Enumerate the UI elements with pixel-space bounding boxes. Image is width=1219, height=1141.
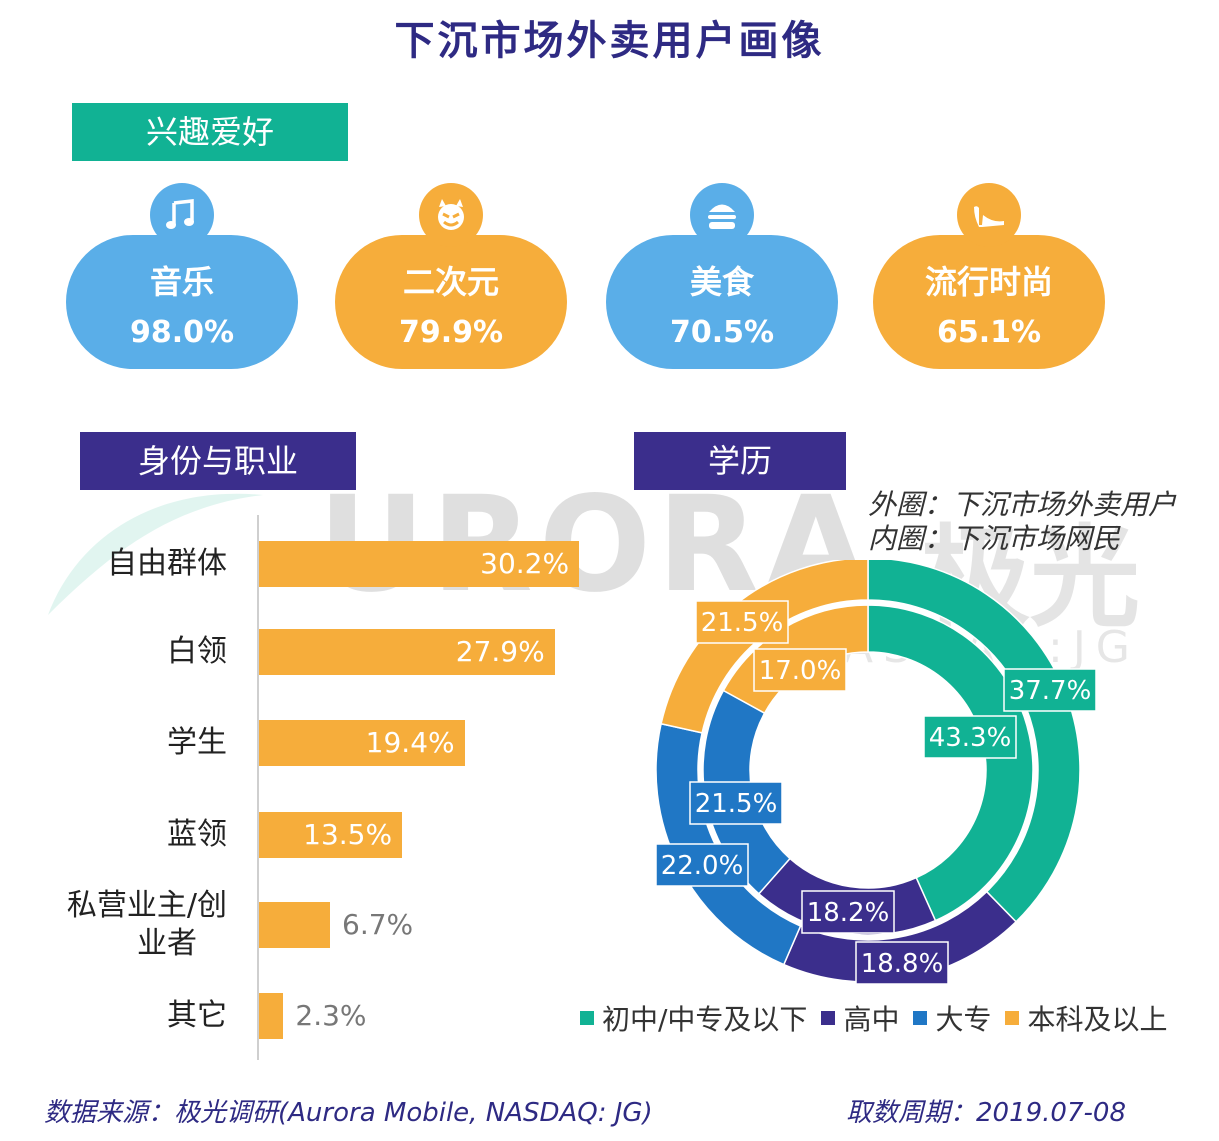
interest-label: 美食 [689, 263, 754, 301]
interest-blob-anime: 二次元 79.9% [335, 235, 567, 369]
interest-value: 98.0% [129, 315, 235, 350]
bar [259, 993, 284, 1039]
legend-label: 本科及以上 [1027, 1003, 1168, 1036]
bar [259, 902, 331, 948]
donut-label-text: 18.2% [807, 898, 890, 928]
donut-value-label: 22.0% [655, 843, 749, 887]
donut-slice-inner [867, 604, 1034, 922]
donut-value-label: 43.3% [923, 715, 1017, 759]
section-label-education: 学历 [634, 432, 846, 490]
interest-blob-fashion: 流行时尚 65.1% [873, 235, 1105, 369]
interest-blob-music: 音乐 98.0% [66, 235, 298, 369]
donut-value-label: 21.5% [695, 600, 789, 644]
burger-icon [708, 204, 736, 229]
legend-label: 大专 [935, 1003, 992, 1036]
legend-item: 高中 [819, 1003, 899, 1036]
interest-blob-food: 美食 70.5% [606, 235, 838, 369]
devil-face-icon [438, 199, 464, 230]
music-note-icon [166, 199, 194, 229]
interest-value: 79.9% [398, 315, 504, 350]
legend-swatch [913, 1011, 928, 1025]
high-heel-icon [974, 206, 1004, 227]
interest-bubble-anime [419, 183, 483, 247]
bar-category-label: 蓝领 [167, 817, 227, 852]
donut-value-label: 37.7% [1003, 668, 1097, 712]
donut-outer-note: 外圈：下沉市场外卖用户 [868, 488, 1177, 521]
interest-value: 65.1% [936, 315, 1042, 350]
page-title: 下沉市场外卖用户画像 [394, 18, 825, 64]
bar-value-label: 6.7% [342, 908, 414, 941]
bar [259, 629, 555, 675]
legend-label: 初中/中专及以下 [602, 1003, 808, 1036]
bar-category-label: 学生 [167, 725, 227, 760]
interest-bubble-food [690, 183, 754, 247]
donut-inner-note: 内圈：下沉市场网民 [868, 522, 1121, 555]
bar-category-label: 其它 [167, 998, 227, 1033]
donut-value-label: 18.2% [801, 890, 895, 934]
donut-label-text: 37.7% [1009, 676, 1092, 706]
donut-label-box [655, 843, 749, 887]
bar [259, 541, 580, 587]
bar-value-label: 30.2% [480, 547, 570, 580]
donut-label-box [1003, 668, 1097, 712]
legend-swatch [1005, 1011, 1020, 1025]
bar-value-label: 27.9% [455, 635, 545, 668]
education-donut-chart: 37.7% 18.8% 22.0% 21.5% 43.3% 18.2% 21.5% 17.0% [655, 560, 1097, 985]
donut-legend: 初中/中专及以下 高中 大专 本科及以上 [578, 998, 1179, 1038]
bar-category-label: 白领 [167, 634, 227, 669]
bar-value-label: 2.3% [295, 999, 367, 1032]
donut-label-text: 22.0% [661, 851, 744, 881]
interest-bubble-fashion [957, 183, 1021, 247]
donut-label-text: 17.0% [759, 656, 842, 686]
footer-period: 取数周期：2019.07-08 [846, 1098, 1126, 1128]
bar-value-label: 13.5% [303, 818, 393, 851]
bar-category-label: 私营业主/创 业者 [66, 888, 227, 961]
interest-bubble-music [150, 183, 214, 247]
donut-label-box [923, 715, 1017, 759]
aurora-swoosh-watermark-icon [48, 493, 263, 615]
legend-item: 本科及以上 [1003, 1003, 1167, 1036]
donut-label-box [695, 600, 789, 644]
donut-value-label: 18.8% [855, 941, 949, 985]
section-label-identity: 身份与职业 [80, 432, 356, 490]
legend-item: 初中/中专及以下 [578, 1003, 807, 1036]
donut-label-text: 43.3% [929, 723, 1012, 753]
donut-label-text: 21.5% [701, 608, 784, 638]
interest-label: 二次元 [402, 263, 499, 301]
section-label-interests: 兴趣爱好 [72, 103, 348, 161]
donut-label-text: 18.8% [861, 949, 944, 979]
bar [259, 720, 465, 766]
interest-label: 音乐 [149, 263, 214, 301]
donut-label-box [753, 648, 847, 692]
donut-value-label: 21.5% [689, 781, 783, 825]
donut-label-box [689, 781, 783, 825]
legend-label: 高中 [843, 1003, 900, 1036]
footer-source: 数据来源：极光调研(Aurora Mobile, NASDAQ: JG) [44, 1098, 653, 1128]
interest-value: 70.5% [669, 315, 775, 350]
legend-swatch [580, 1011, 594, 1025]
bar-category-label: 自由群体 [107, 546, 227, 581]
bar-value-label: 19.4% [365, 726, 455, 759]
bar [259, 812, 403, 858]
interest-label: 流行时尚 [924, 263, 1053, 301]
donut-value-label: 17.0% [753, 648, 847, 692]
legend-swatch [821, 1011, 836, 1025]
bar-chart-y-axis [257, 515, 259, 1060]
donut-label-text: 21.5% [695, 789, 778, 819]
donut-ring-note: 外圈：下沉市场外卖用户 内圈：下沉市场网民 [868, 488, 1176, 556]
legend-item: 大专 [911, 1003, 991, 1036]
donut-label-box [801, 890, 895, 934]
donut-label-box [855, 941, 949, 985]
